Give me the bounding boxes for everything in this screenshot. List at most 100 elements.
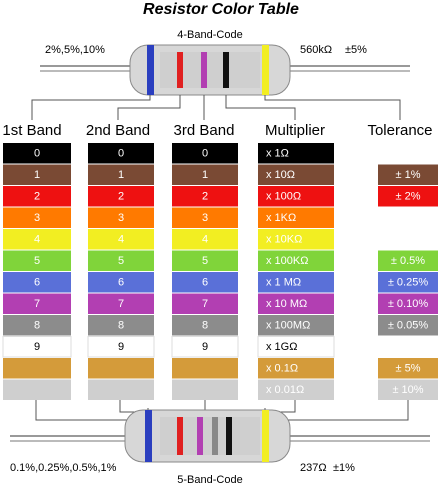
band-cell <box>88 315 154 336</box>
band-cell <box>3 229 71 250</box>
multiplier: x 1 MΩ <box>266 277 301 289</box>
band-cell <box>88 229 154 250</box>
digit: 0 <box>34 148 40 160</box>
column-header: Tolerance <box>367 122 432 139</box>
column-header: 3rd Band <box>174 122 235 139</box>
tolerance: ± 1% <box>396 169 421 181</box>
digit: 0 <box>118 148 124 160</box>
multiplier: x 10Ω <box>266 169 295 181</box>
top-value: 560kΩ <box>300 44 332 56</box>
tolerance: ± 0.05% <box>388 320 429 332</box>
multiplier: x 100KΩ <box>266 255 308 267</box>
multiplier-cell <box>258 272 334 293</box>
multiplier: x 0.01Ω <box>266 384 304 396</box>
band-cell <box>172 315 238 336</box>
tolerance-cell <box>378 272 438 293</box>
digit: 3 <box>34 212 40 224</box>
digit: 1 <box>34 169 40 181</box>
tolerance-cell <box>378 379 438 400</box>
bottom-left-note: 0.1%,0.25%,0.5%,1% <box>10 462 117 474</box>
digit: 5 <box>118 255 124 267</box>
digit: 7 <box>202 298 208 310</box>
tolerance-cell <box>378 250 438 271</box>
multiplier: x 10KΩ <box>266 234 302 246</box>
band-cell <box>88 164 154 185</box>
band-cell <box>172 186 238 207</box>
digit: 7 <box>34 298 40 310</box>
digit: 2 <box>34 191 40 203</box>
multiplier: x 1GΩ <box>266 341 297 353</box>
column-header: 2nd Band <box>86 122 150 139</box>
band-cell <box>3 250 71 271</box>
digit: 3 <box>202 212 208 224</box>
multiplier: x 100MΩ <box>266 320 310 332</box>
multiplier: x 1KΩ <box>266 212 296 224</box>
tolerance-cell <box>378 186 438 207</box>
band-cell <box>3 315 71 336</box>
multiplier: x 100Ω <box>266 191 301 203</box>
digit: 7 <box>118 298 124 310</box>
multiplier-cell <box>258 143 334 164</box>
band-cell <box>88 143 154 164</box>
band-cell <box>172 272 238 293</box>
digit: 8 <box>34 320 40 332</box>
band-cell <box>88 250 154 271</box>
band-cell <box>172 358 238 379</box>
band-cell <box>87 336 155 358</box>
multiplier-cell <box>257 336 335 358</box>
multiplier: x 10 MΩ <box>266 298 307 310</box>
column-header: 1st Band <box>2 122 61 139</box>
band-cell <box>172 379 238 400</box>
band-cell <box>3 143 71 164</box>
multiplier-cell <box>258 207 334 228</box>
multiplier-cell <box>258 379 334 400</box>
bottom-value: 237Ω <box>300 462 327 474</box>
band-cell <box>172 250 238 271</box>
band-cell <box>3 186 71 207</box>
multiplier-cell <box>258 164 334 185</box>
band-cell <box>88 186 154 207</box>
tolerance: ± 0.25% <box>388 277 429 289</box>
multiplier-cell <box>258 250 334 271</box>
digit: 2 <box>202 191 208 203</box>
tolerance: ± 0.10% <box>388 298 429 310</box>
digit: 8 <box>118 320 124 332</box>
top-code-label: 4-Band-Code <box>177 29 242 41</box>
multiplier-cell <box>258 293 334 314</box>
multiplier-cell <box>258 358 334 379</box>
multiplier-cell <box>258 315 334 336</box>
band-cell <box>3 358 71 379</box>
tolerance-cell <box>378 293 438 314</box>
digit: 6 <box>118 277 124 289</box>
band-cell <box>88 379 154 400</box>
band-cell <box>171 336 239 358</box>
digit: 5 <box>202 255 208 267</box>
top-tolerance: ±5% <box>345 44 367 56</box>
tolerance: ± 0.5% <box>391 255 425 267</box>
column-header: Multiplier <box>265 122 325 139</box>
digit: 4 <box>202 234 208 246</box>
tolerance: ± 5% <box>396 363 421 375</box>
band-cell <box>88 272 154 293</box>
tolerance-cell <box>378 315 438 336</box>
band-cell <box>3 272 71 293</box>
digit: 1 <box>118 169 124 181</box>
band-cell <box>2 336 72 358</box>
digit: 8 <box>202 320 208 332</box>
band-cell <box>3 293 71 314</box>
tolerance-cell <box>378 358 438 379</box>
band-cell <box>172 143 238 164</box>
multiplier: x 1Ω <box>266 148 289 160</box>
band-cell <box>172 293 238 314</box>
band-cell <box>88 293 154 314</box>
bottom-tolerance: ±1% <box>333 462 355 474</box>
title: Resistor Color Table <box>143 1 299 18</box>
digit: 9 <box>202 341 208 353</box>
bottom-code-label: 5-Band-Code <box>177 474 242 486</box>
band-cell <box>172 229 238 250</box>
digit: 9 <box>118 341 124 353</box>
digit: 5 <box>34 255 40 267</box>
band-cell <box>172 164 238 185</box>
multiplier-cell <box>258 186 334 207</box>
